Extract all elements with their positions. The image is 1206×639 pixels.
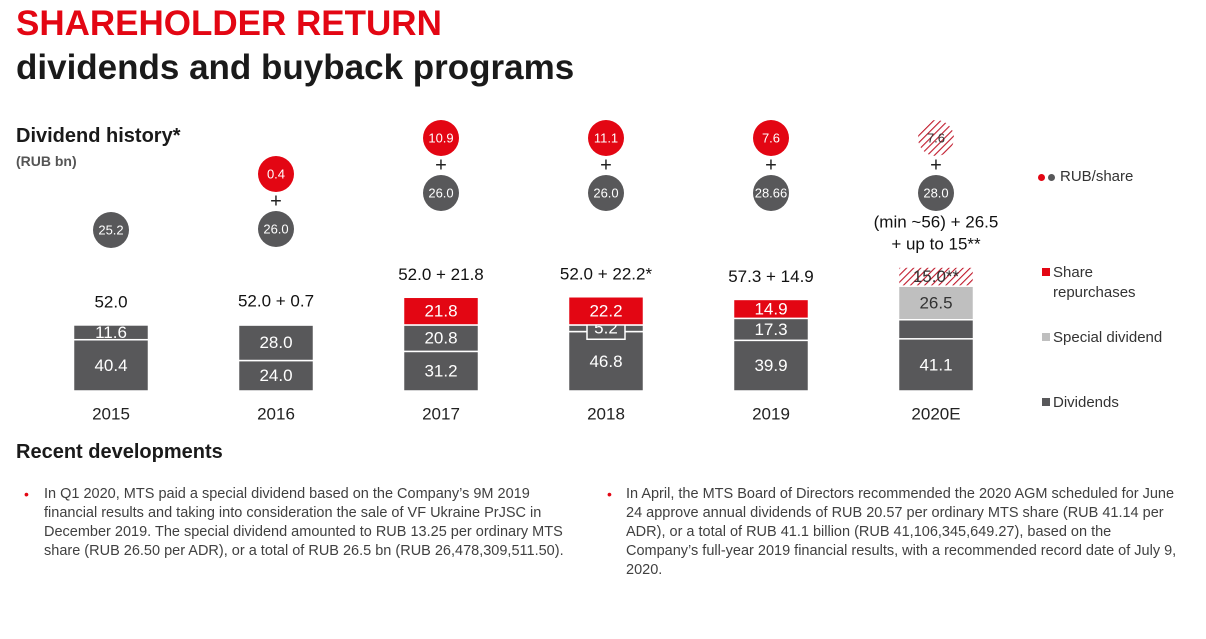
share-bubble [423,120,459,156]
bullet-text: In April, the MTS Board of Directors rec… [626,486,1177,578]
share-bubble [753,175,789,211]
bar-label: 21.8 [424,302,457,321]
bar-label: 11.6 [95,323,127,342]
bubble-label: 28.66 [755,185,788,200]
x-tick-label: 2018 [587,404,625,423]
total-label: 57.3 + 14.9 [728,267,814,286]
bubble-label: 7.6 [927,130,945,145]
share-bubble [423,175,459,211]
share-bubble [753,120,789,156]
legend-label: Dividends [1053,394,1119,411]
bar-segment [72,324,150,341]
share-bubble [918,175,954,211]
chart-subtitle: (RUB bn) [16,153,77,169]
bar-segment [402,324,480,353]
bar-segment [732,339,810,392]
bar-segment [567,296,645,326]
share-bubble [918,120,954,156]
bubble-label: 11.1 [594,130,618,145]
legend-marker [1048,174,1055,181]
legend-marker [1038,174,1045,181]
share-bubble [93,212,129,248]
bubble-label: 0.4 [267,166,285,181]
bar-label: 39.9 [754,356,787,375]
plus-sign: + [270,190,282,212]
page-subtitle: dividends and buyback programs [16,48,575,87]
bullet: • [607,486,612,502]
bar-label: 46.8 [589,352,622,371]
bubble-label: 28.0 [923,185,948,200]
legend-marker [1042,268,1050,276]
bar-label: 14.9 [754,299,787,318]
bar-segment [237,323,315,326]
bar-label: 20.8 [424,329,457,348]
bar-segment [897,319,975,340]
bubble-label: 26.0 [428,185,453,200]
bar-label: 31.2 [424,362,457,381]
share-bubble [258,156,294,192]
plus-sign: + [765,154,777,176]
total-label: 52.0 [94,292,127,311]
legend-marker [1042,398,1050,406]
bar-segment [897,266,975,287]
bar-label: 15.0** [913,267,960,286]
bar-label: 41.1 [919,355,952,374]
total-label: 52.0 + 21.8 [398,265,484,284]
bar-segment [732,298,810,320]
bullet-text: In Q1 2020, MTS paid a special dividend … [44,486,564,559]
bar-segment [897,285,975,321]
bubble-label: 7.6 [762,130,780,145]
section-title: Recent developments [16,441,223,463]
legend-label: RUB/share [1060,168,1134,185]
bubble-label: 25.2 [98,222,123,237]
bubble-label: 10.9 [428,130,453,145]
share-bubble [258,211,294,247]
plus-sign: + [930,154,942,176]
x-tick-label: 2015 [92,404,130,423]
legend-label: Share repurchases [1053,264,1136,301]
bar-label: 40.4 [94,356,127,375]
legend-marker [1042,333,1050,341]
bar-label: 28.0 [259,333,292,352]
page-title: SHAREHOLDER RETURN [16,4,442,43]
total-label: 52.0 + 22.2* [560,264,653,283]
plus-sign: + [600,154,612,176]
bar-segment [567,330,645,392]
bullet: • [24,486,29,502]
bar-segment [897,338,975,392]
plus-sign: + [435,154,447,176]
bar-segment [402,296,480,326]
bar-label: 22.2 [589,301,622,320]
bubble-label: 26.0 [593,185,618,200]
bubble-label: 26.0 [263,221,288,236]
total-label: 52.0 + 0.7 [238,292,314,311]
x-tick-label: 2016 [257,404,295,423]
bar-label: 24.0 [259,366,292,385]
share-bubble [588,175,624,211]
total-label: + up to 15** [891,235,981,254]
legend-label: Special dividend [1053,329,1163,346]
bar-label: 17.3 [754,320,787,339]
bar-segment [72,338,150,392]
chart-title: Dividend history* [16,125,181,147]
bar-label: 26.5 [919,293,952,312]
total-label: (min ~56) + 26.5 [874,213,999,232]
x-tick-label: 2017 [422,404,460,423]
x-tick-label: 2020E [911,404,960,423]
share-bubble [588,120,624,156]
bar-segment [402,350,480,392]
x-tick-label: 2019 [752,404,790,423]
